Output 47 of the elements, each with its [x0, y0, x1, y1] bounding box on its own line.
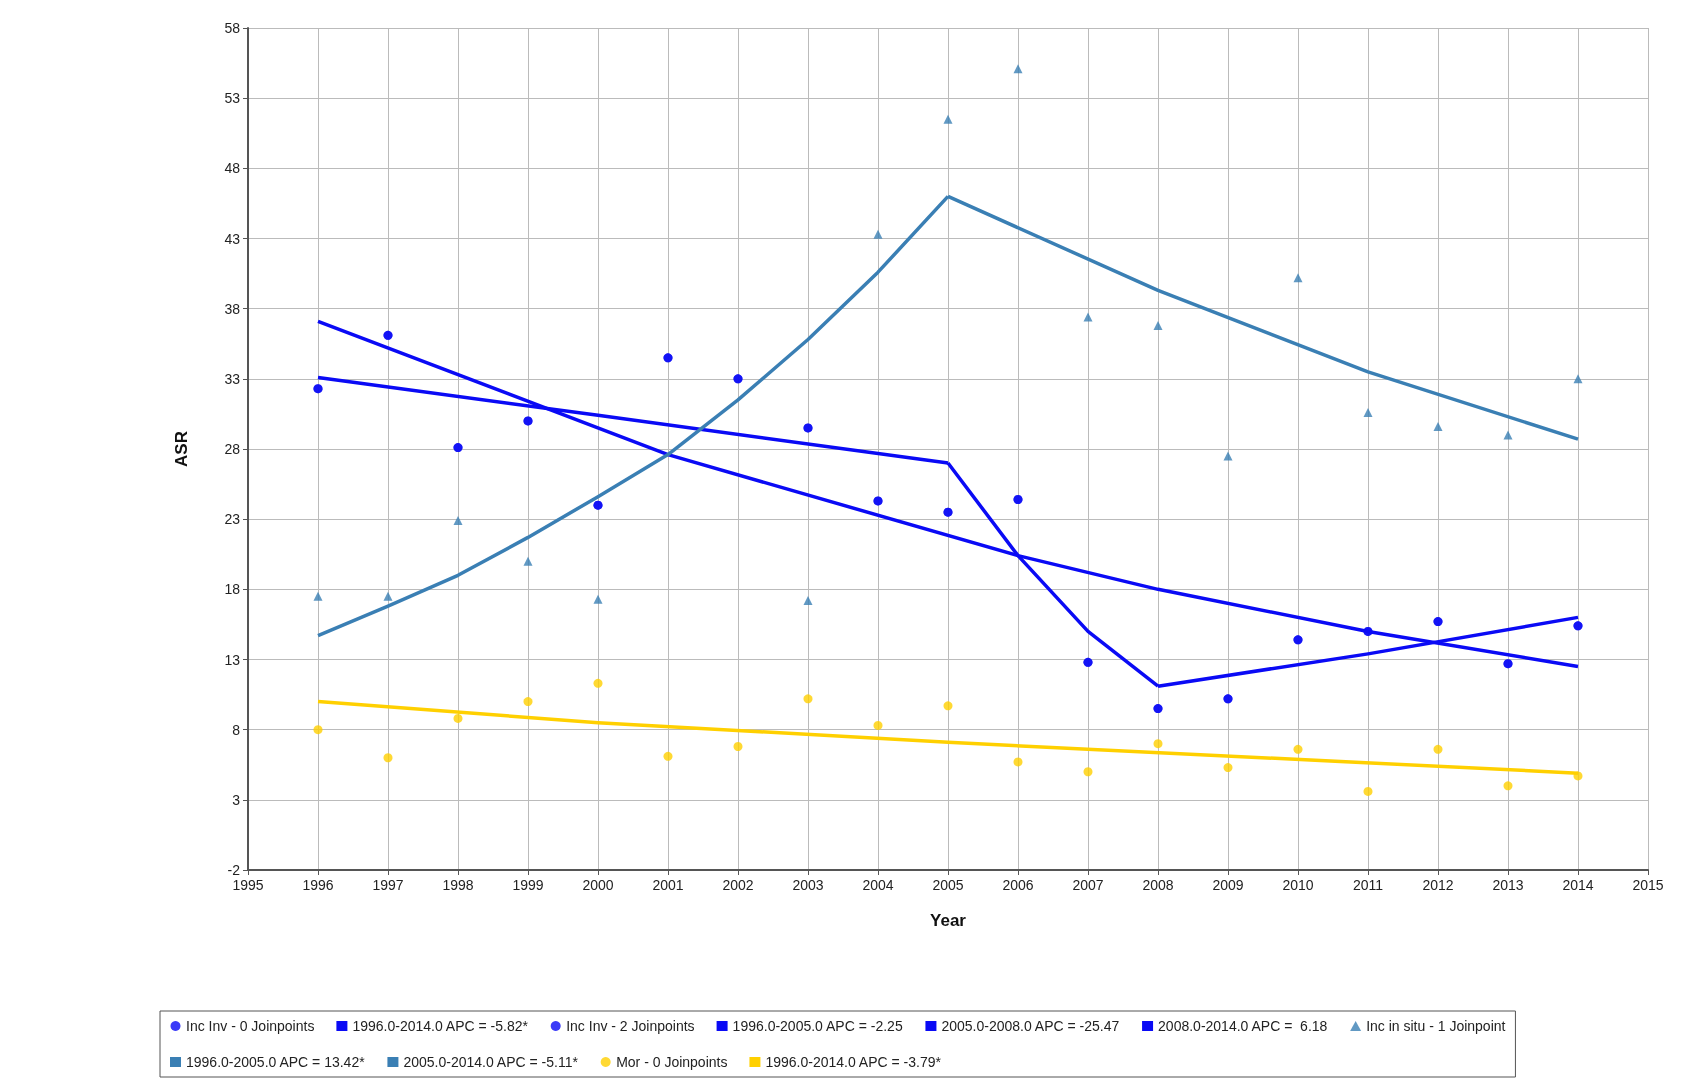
y-tick-label: 53	[224, 90, 241, 107]
x-tick-label: 2004	[862, 877, 894, 893]
legend-label: 2005.0-2014.0 APC = -5.11*	[403, 1054, 579, 1070]
legend-label: 1996.0-2005.0 APC = 13.42*	[186, 1054, 366, 1070]
x-axis-title: Year	[930, 911, 967, 930]
x-tick-label: 1997	[372, 877, 404, 893]
x-tick-label: 2005	[932, 877, 964, 893]
legend-label: Mor - 0 Joinpoints	[616, 1054, 728, 1070]
y-tick-label: 13	[224, 651, 241, 668]
y-tick-label: 38	[224, 300, 241, 317]
y-tick-label: -2	[227, 862, 241, 878]
x-tick-label: 2007	[1072, 877, 1104, 893]
legend-label: 1996.0-2014.0 APC = -5.82*	[352, 1018, 529, 1034]
x-tick-label: 2014	[1562, 877, 1594, 893]
x-tick-label: 2010	[1282, 877, 1314, 893]
legend-label: 2008.0-2014.0 APC = 6.18	[1158, 1018, 1328, 1034]
x-tick-label: 1999	[512, 877, 544, 893]
x-tick-label: 2006	[1002, 877, 1034, 893]
legend-label: Inc Inv - 0 Joinpoints	[186, 1018, 315, 1034]
x-tick-label: 1995	[232, 877, 264, 893]
y-tick-label: 23	[224, 511, 241, 528]
legend-label: 1996.0-2005.0 APC = -2.25	[732, 1018, 903, 1034]
legend-label: Inc in situ - 1 Joinpoint	[1366, 1018, 1506, 1034]
x-tick-label: 2003	[792, 877, 824, 893]
x-tick-label: 1996	[302, 877, 334, 893]
x-tick-label: 2000	[582, 877, 614, 893]
y-tick-label: 43	[224, 230, 241, 247]
y-axis-title: ASR	[172, 431, 191, 467]
y-tick-label: 8	[232, 721, 241, 738]
x-tick-label: 2013	[1492, 877, 1524, 893]
y-tick-label: 48	[224, 160, 241, 177]
x-tick-label: 2009	[1212, 877, 1244, 893]
y-tick-label: 3	[232, 791, 241, 808]
x-tick-label: 2012	[1422, 877, 1454, 893]
x-tick-label: 2015	[1632, 877, 1664, 893]
legend-label: 1996.0-2014.0 APC = -3.79*	[765, 1054, 942, 1070]
legend-label: Inc Inv - 2 Joinpoints	[566, 1018, 695, 1034]
x-tick-label: 1998	[442, 877, 474, 893]
y-tick-label: 33	[224, 370, 241, 387]
x-tick-label: 2011	[1352, 877, 1384, 893]
y-tick-label: 18	[224, 581, 241, 598]
x-tick-label: 2001	[652, 877, 684, 893]
legend-label: 2005.0-2008.0 APC = -25.47	[941, 1018, 1120, 1034]
y-tick-label: 28	[224, 441, 241, 457]
x-tick-label: 2008	[1142, 877, 1174, 893]
x-tick-label: 2002	[722, 877, 754, 893]
y-tick-label: 58	[224, 20, 241, 36]
